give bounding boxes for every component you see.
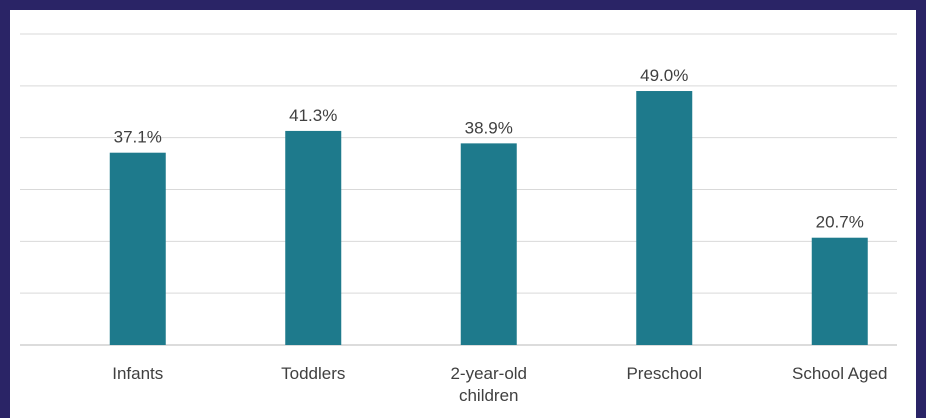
value-labels: 37.1% 41.3% 38.9% 49.0% 20.7% (114, 66, 864, 232)
bar (636, 91, 693, 346)
data-label: 38.9% (465, 118, 513, 137)
bar (460, 143, 517, 345)
bar (109, 152, 166, 345)
data-label: 20.7% (816, 213, 864, 232)
bar (811, 237, 868, 345)
chart-frame: 37.1% 41.3% 38.9% 49.0% 20.7% Infants Toddler… (10, 10, 916, 418)
x-tick-label: Toddlers (281, 364, 345, 383)
category-tick-labels: Infants Toddlers 2-year-old children Prescho… (112, 364, 887, 405)
x-tick-label: Infants (112, 364, 163, 383)
bar-chart: 37.1% 41.3% 38.9% 49.0% 20.7% Infants Toddler… (20, 33, 897, 405)
x-tick-label: School Aged (792, 364, 887, 383)
bar (285, 130, 342, 345)
gridlines (20, 33, 897, 346)
data-label: 49.0% (640, 66, 688, 85)
x-tick-label: Preschool (626, 364, 702, 383)
data-label: 41.3% (289, 106, 337, 125)
x-tick-label: 2-year-old children (450, 364, 527, 405)
bars (109, 91, 868, 346)
data-label: 37.1% (114, 128, 162, 147)
